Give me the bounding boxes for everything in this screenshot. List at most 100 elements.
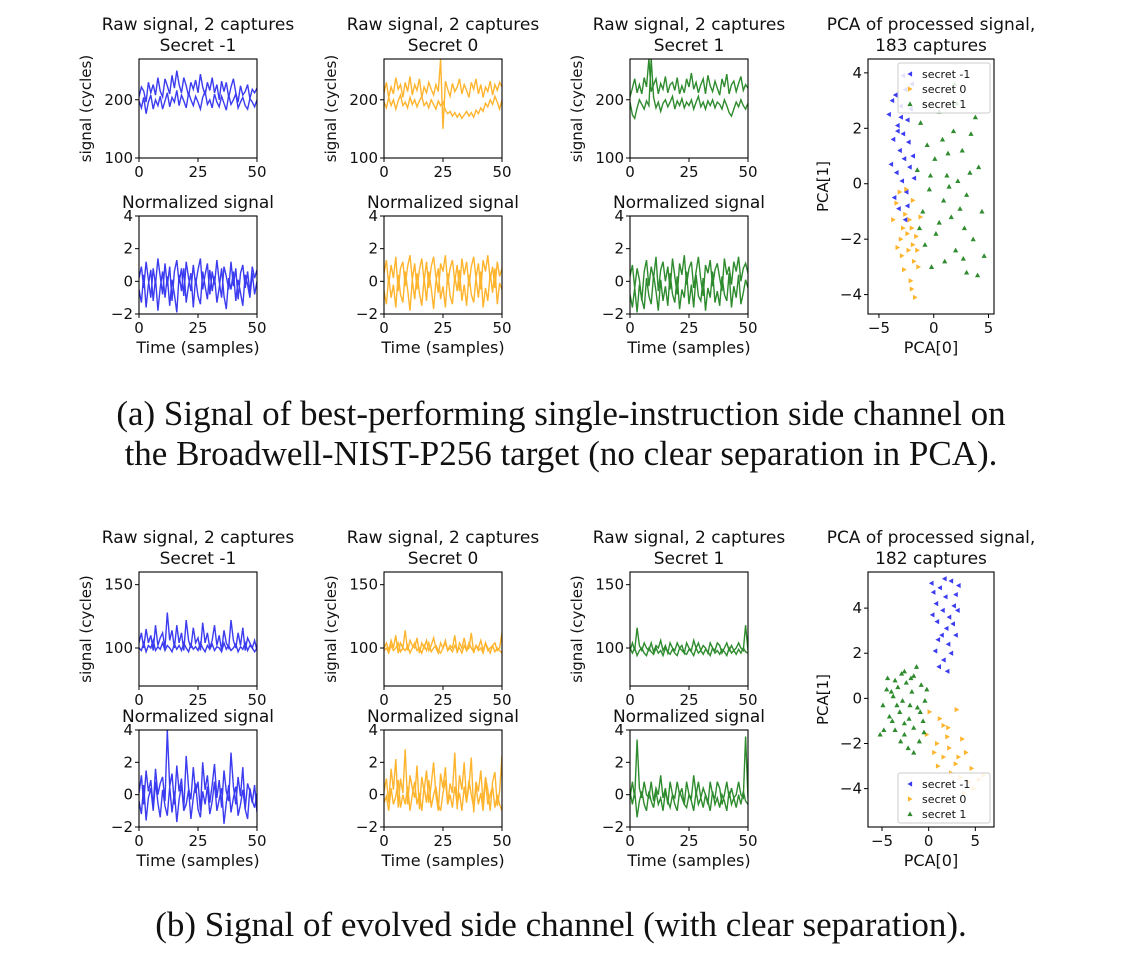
- b-pca-legend-marker-2: [907, 796, 913, 802]
- a-raw-pos1-xtick-label-1: 0: [625, 163, 635, 181]
- b-pca-series-3-point-17: [911, 725, 917, 730]
- a-pca-series-3-point-3: [950, 128, 957, 134]
- a-pca-series-2-point-18: [915, 247, 920, 253]
- a-pca-xtick-label-2: 0: [929, 319, 939, 337]
- b-pca-series-3-point-34: [901, 720, 907, 726]
- b-pca-series-3-point-4: [911, 673, 917, 678]
- b-norm-pos1-ytick-label-3: 2: [614, 753, 624, 771]
- b-pca-series-2-point-6: [934, 740, 940, 747]
- a-pca-series-2-point-8: [908, 278, 914, 284]
- b-pca-series-3-point-3: [901, 668, 907, 674]
- b-norm-zero-series-1-line: [384, 749, 502, 813]
- a-pca-series-1-point-28: [894, 128, 900, 134]
- a-pca-series-1-point-24: [898, 114, 903, 120]
- a-pca-series-3-point-17: [961, 225, 968, 231]
- b-norm-zero-xtick-label-3: 50: [492, 832, 511, 850]
- a-pca-ytick-label-2: −2: [840, 230, 862, 248]
- b-norm-zero-ytick-label-4: 4: [368, 721, 378, 739]
- a-pca-series-3-point-37: [967, 170, 973, 175]
- b-pca-series-1-point-11: [943, 625, 949, 632]
- a-norm-neg1-series-2-line: [139, 268, 257, 313]
- a-pca-series-2-point-2: [903, 211, 908, 217]
- b-pca-series-3-point-25: [913, 664, 920, 669]
- a-norm-pos1-xtick-label-3: 50: [738, 319, 757, 337]
- a-pca-legend-label-3: secret 1: [922, 98, 966, 111]
- b-pca-series-3-point-6: [890, 693, 896, 699]
- b-pca-series-1-point-12: [950, 621, 956, 627]
- b-pca-legend-marker-3: [907, 811, 913, 817]
- b-norm-neg1-ytick-label-4: 4: [123, 721, 133, 739]
- a-norm-zero-ytick-label-3: 2: [368, 240, 378, 258]
- a-pca-series-1-point-11: [888, 161, 894, 167]
- a-pca-legend-label-2: secret 0: [922, 83, 966, 96]
- a-pca-series-3-point-40: [945, 150, 951, 156]
- b-pca-series-3-point-2: [892, 677, 898, 683]
- b-pca-series-3-point-36: [908, 675, 914, 681]
- a-pca-series-1-point-1: [892, 92, 898, 98]
- b-raw-pos1-xtick-label-3: 50: [738, 691, 757, 709]
- a-raw-neg1-xtick-label-3: 50: [247, 163, 266, 181]
- b-pca-series-2-point-2: [937, 716, 943, 722]
- a-norm-pos1-title: Normalized signal: [613, 193, 765, 213]
- b-pca-series-2-point-12: [935, 763, 941, 769]
- a-norm-pos1-xlabel: Time (samples): [626, 338, 750, 357]
- b-norm-pos1-xlabel: Time (samples): [626, 851, 750, 870]
- a-pca-series-3-point-25: [964, 269, 970, 275]
- b-norm-pos1-ytick-label-2: 0: [614, 786, 624, 804]
- a-raw-pos1-ytick-label-2: 200: [595, 91, 624, 109]
- b-pca-xtick-label-2: 0: [924, 832, 934, 850]
- a-pca-series-2-point-19: [909, 286, 915, 292]
- b-pca-series-1-point-17: [948, 650, 954, 656]
- caption-a-line2: the Broadwell-NIST-P256 target (no clear…: [124, 434, 998, 473]
- a-pca-series-3-point-35: [981, 253, 987, 258]
- a-norm-neg1-ytick-label-2: 0: [123, 272, 133, 290]
- b-pca-series-1-point-10: [934, 619, 940, 625]
- b-norm-pos1-xtick-label-3: 50: [738, 832, 757, 850]
- a-pca-series-2-point-10: [891, 217, 896, 223]
- b-pca-ytick-label-3: 0: [852, 689, 862, 707]
- b-pca-series-2-point-20: [945, 734, 950, 740]
- b-norm-neg1-series-2-line: [139, 781, 257, 824]
- b-pca-series-2-point-4: [954, 707, 960, 713]
- a-norm-pos1-xtick-label-1: 0: [625, 319, 635, 337]
- b-raw-neg1-xtick-label-1: 0: [134, 691, 144, 709]
- b-raw-zero-series-2-line: [384, 640, 502, 656]
- a-pca-series-3-point-14: [964, 192, 970, 197]
- a-pca-series-1-point-8: [904, 117, 910, 123]
- b-raw-zero-ytick-label-2: 150: [349, 576, 378, 594]
- a-pca-series-3-point-31: [946, 183, 952, 189]
- a-raw-zero-ytick-label-2: 200: [349, 91, 378, 109]
- a-pca-series-3-point-33: [916, 225, 923, 231]
- b-raw-zero-title: Raw signal, 2 captures: [347, 528, 540, 548]
- a-pca-series-3-point-21: [953, 247, 959, 253]
- a-pca-series-3-point-19: [933, 231, 939, 236]
- b-pca-series-3-point-30: [877, 731, 883, 737]
- b-pca-series-2-point-24: [941, 722, 947, 729]
- a-pca-series-3-point-15: [920, 208, 926, 214]
- b-norm-zero-series-2-line: [384, 779, 502, 812]
- a-pca-series-3-point-26: [974, 272, 981, 278]
- b-pca-series-2-point-10: [953, 761, 959, 767]
- b-raw-neg1-ylabel: signal (cycles): [77, 575, 95, 682]
- b-pca-series-3-point-9: [918, 682, 924, 687]
- b-raw-neg1-subtitle: Secret -1: [160, 549, 237, 569]
- caption-b: (b) Signal of evolved side channel (with…: [155, 905, 967, 944]
- a-raw-pos1-title: Raw signal, 2 captures: [593, 15, 786, 35]
- b-raw-neg1-xtick-label-2: 25: [188, 691, 207, 709]
- a-pca-xtick-label-3: 5: [984, 319, 994, 337]
- b-pca-series-3-point-29: [907, 702, 913, 708]
- a-pca-series-3-point-30: [972, 114, 978, 120]
- a-pca-series-2-point-13: [899, 253, 905, 259]
- b-pca-series-1-point-6: [953, 591, 958, 598]
- b-pca-series-3-point-16: [901, 731, 907, 737]
- b-pca-subtitle: 182 captures: [875, 549, 987, 569]
- b-norm-zero-ytick-label-2: 0: [368, 786, 378, 804]
- a-raw-zero-ylabel: signal (cycles): [322, 55, 340, 162]
- a-norm-pos1-xtick-label-2: 25: [679, 319, 698, 337]
- b-pca-series-1-point-23: [951, 603, 956, 609]
- b-pca-series-1-point-26: [944, 668, 950, 674]
- a-raw-zero-xtick-label-1: 0: [379, 163, 389, 181]
- b-pca-ytick-label-4: 2: [852, 644, 862, 662]
- a-pca-series-2-point-9: [914, 233, 919, 239]
- a-raw-zero-title: Raw signal, 2 captures: [347, 15, 540, 35]
